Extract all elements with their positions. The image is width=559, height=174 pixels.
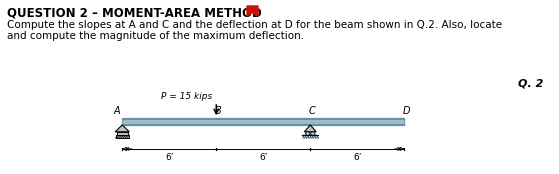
Bar [302, 137, 319, 139]
Text: B: B [215, 106, 221, 116]
Text: C: C [309, 106, 315, 116]
Text: 6’: 6’ [259, 153, 268, 162]
Bar [122, 118, 404, 125]
Text: D: D [403, 106, 410, 116]
Polygon shape [304, 125, 316, 132]
Bar [116, 135, 129, 137]
Text: Q. 2: Q. 2 [518, 79, 543, 89]
Text: 6’: 6’ [165, 153, 173, 162]
Text: A: A [113, 106, 120, 116]
Circle shape [306, 132, 310, 135]
Polygon shape [247, 6, 258, 16]
Polygon shape [115, 125, 129, 132]
Text: and compute the magnitude of the maximum deflection.: and compute the magnitude of the maximum… [7, 31, 304, 41]
Bar [115, 137, 130, 139]
Text: P = 15 kips: P = 15 kips [161, 92, 212, 101]
Text: Compute the slopes at A and C and the deflection at D for the beam shown in Q.2.: Compute the slopes at A and C and the de… [7, 20, 502, 30]
Circle shape [311, 132, 315, 135]
Bar [117, 132, 127, 135]
Text: 6’: 6’ [353, 153, 362, 162]
Text: QUESTION 2 – MOMENT-AREA METHOD: QUESTION 2 – MOMENT-AREA METHOD [7, 6, 262, 19]
